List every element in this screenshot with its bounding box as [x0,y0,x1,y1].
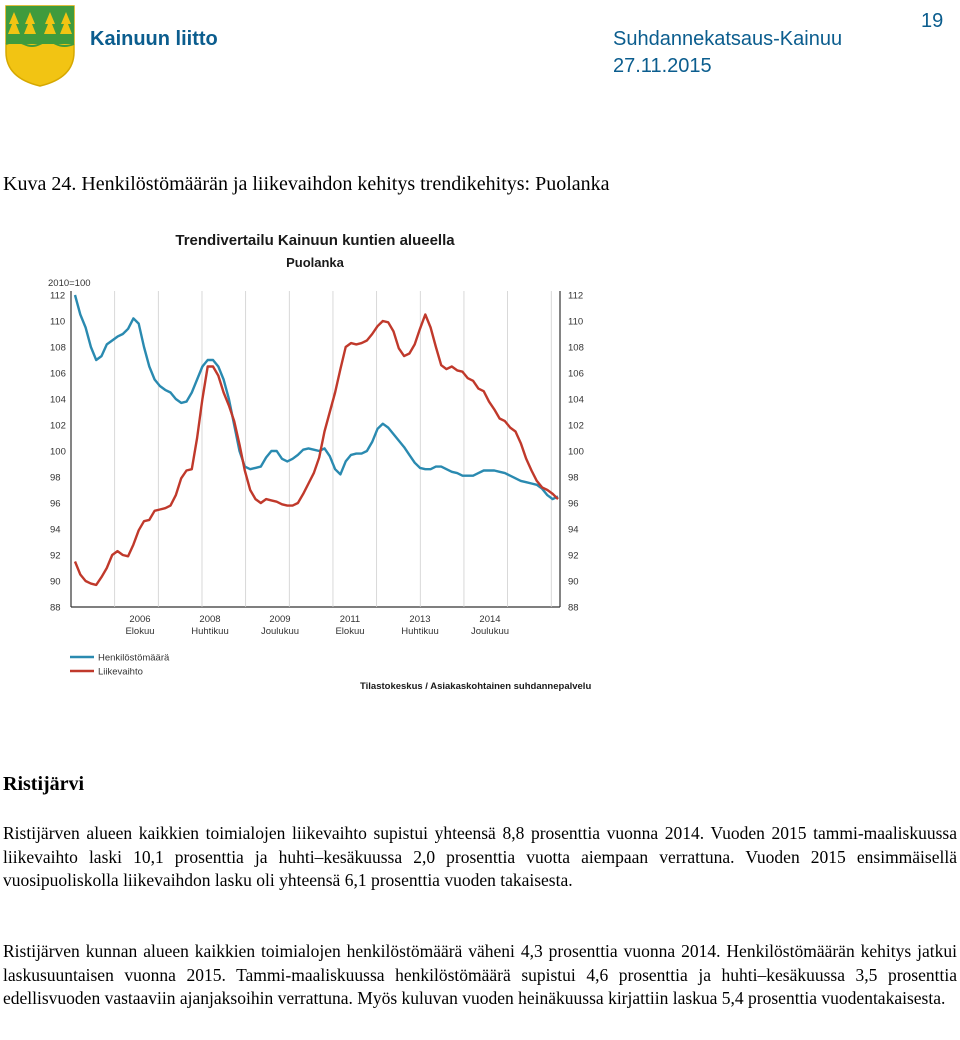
y-tick-label-right: 106 [568,369,584,380]
y-tick-label-left: 90 [50,577,61,588]
chart-source: Tilastokeskus / Asiakaskohtainen suhdann… [360,681,591,692]
y-tick-label-right: 108 [568,343,584,354]
y-tick-label-right: 90 [568,577,579,588]
y-tick-label-right: 100 [568,447,584,458]
y-tick-label-left: 98 [50,473,61,484]
y-tick-label-left: 100 [50,447,66,458]
figure-caption: Kuva 24. Henkilöstömäärän ja liikevaihdo… [3,173,610,195]
x-tick-label-year: 2008 [199,614,220,625]
y-tick-label-right: 98 [568,473,579,484]
kainuu-coat-of-arms-logo [5,5,75,87]
y-tick-label-left: 110 [50,317,65,328]
y-tick-label-right: 92 [568,551,579,562]
page-number: 19 [921,10,944,32]
y-tick-label-left: 94 [50,525,61,536]
x-tick-label-month: Huhtikuu [191,626,229,637]
y-tick-label-right: 94 [568,525,579,536]
series-line-liikevaihto [73,313,559,587]
chart-subtitle: Puolanka [286,255,345,270]
x-tick-label-month: Joulukuu [471,626,509,637]
x-tick-label-month: Elokuu [335,626,364,637]
y-tick-label-right: 102 [568,421,584,432]
y-tick-label-left: 108 [50,343,66,354]
legend-label: Henkilöstömäärä [98,653,170,664]
x-tick-label-year: 2013 [409,614,430,625]
index-base-label: 2010=100 [48,278,91,289]
x-tick-label-year: 2009 [269,614,290,625]
paragraph-revenue: Ristijärven alueen kaikkien toimialojen … [3,823,957,890]
organization-name: Kainuun liitto [90,28,218,50]
x-tick-label-month: Joulukuu [261,626,299,637]
y-tick-label-right: 110 [568,317,583,328]
y-tick-label-left: 104 [50,395,66,406]
x-tick-label-month: Huhtikuu [401,626,439,637]
y-tick-label-left: 96 [50,499,61,510]
paragraph-personnel: Ristijärven kunnan alueen kaikkien toimi… [3,941,957,1008]
y-tick-label-left: 112 [50,291,65,302]
y-tick-label-right: 104 [568,395,584,406]
x-tick-label-year: 2014 [479,614,500,625]
report-title: Suhdannekatsaus-Kainuu [613,28,843,50]
y-tick-label-left: 102 [50,421,66,432]
section-heading: Ristijärvi [3,773,85,795]
report-date: 27.11.2015 [613,55,712,77]
y-tick-label-left: 88 [50,603,61,614]
y-tick-label-left: 106 [50,369,66,380]
y-tick-label-left: 92 [50,551,61,562]
y-tick-label-right: 112 [568,291,583,302]
x-tick-label-year: 2006 [129,614,150,625]
series-line-henkilostomaara [73,294,559,501]
chart-title: Trendivertailu Kainuun kuntien alueella [175,232,455,249]
x-tick-label-month: Elokuu [125,626,154,637]
y-tick-label-right: 88 [568,603,579,614]
legend-label: Liikevaihto [98,667,143,678]
x-tick-label-year: 2011 [340,614,360,625]
trend-line-chart: Trendivertailu Kainuun kuntien alueella P… [48,232,591,692]
y-tick-label-right: 96 [568,499,579,510]
